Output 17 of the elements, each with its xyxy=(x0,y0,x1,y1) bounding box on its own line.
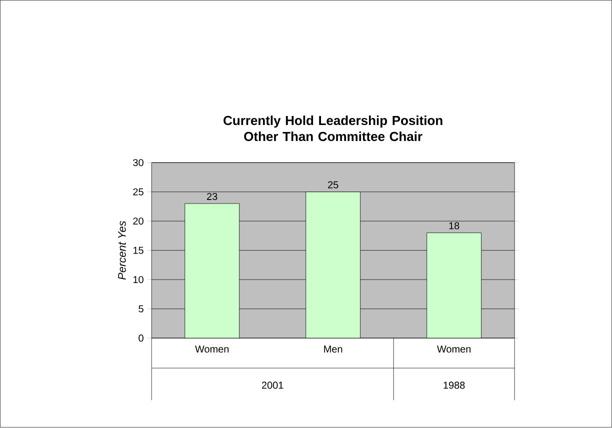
text: 2001 xyxy=(262,382,284,389)
data-label: 25 xyxy=(328,182,338,189)
x-tick-label: Women xyxy=(436,346,471,353)
x-tick-label: Women xyxy=(195,346,229,353)
y-tick-label: 5 xyxy=(138,306,144,313)
y-tick-label: 0 xyxy=(138,334,144,342)
data-label: 18 xyxy=(449,222,460,230)
y-tick-label: 25 xyxy=(133,188,144,196)
y-tick-label: 15 xyxy=(133,247,144,254)
y-tick-label: 20 xyxy=(133,218,144,225)
y-tick-label: 10 xyxy=(133,276,144,284)
y-axis-title: Percent Yes xyxy=(118,221,126,280)
data-label: 23 xyxy=(207,193,218,200)
text: 1988 xyxy=(444,382,465,389)
chart-title: Currently Hold Leadership Position Other Than Committee Chair xyxy=(224,116,442,142)
y-tick-label: 30 xyxy=(133,159,144,166)
x-tick-label: Men xyxy=(324,346,342,353)
